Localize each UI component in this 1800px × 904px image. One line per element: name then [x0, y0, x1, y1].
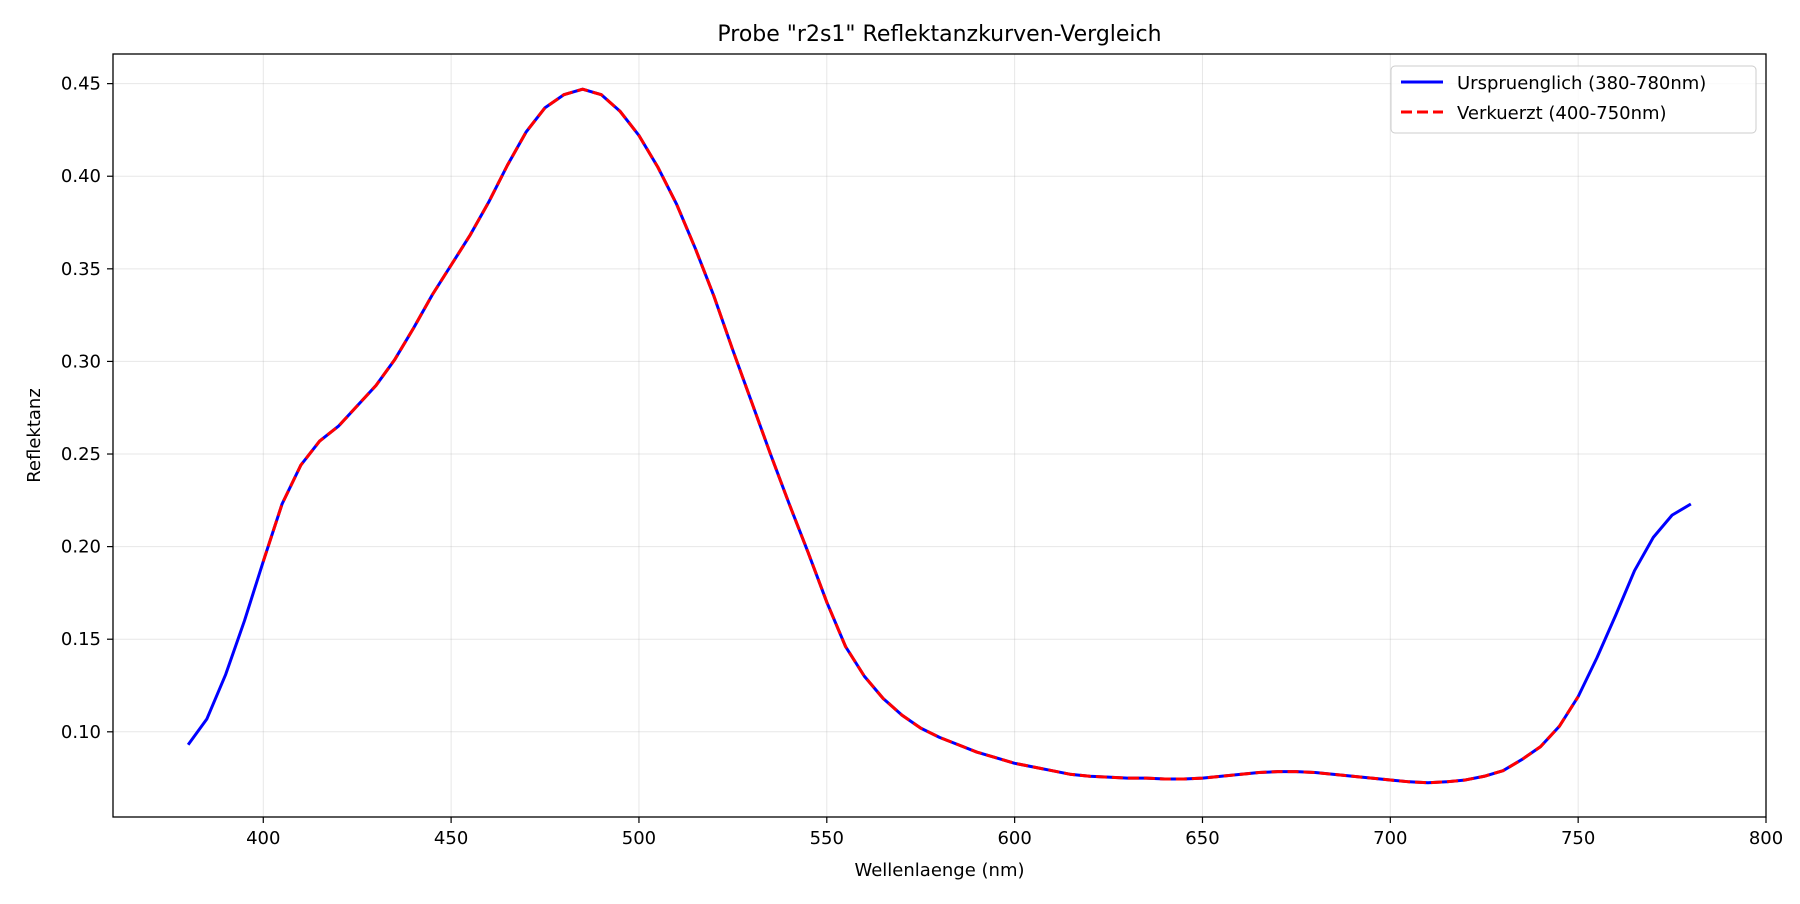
x-tick-label: 550 — [810, 828, 844, 849]
y-tick-label: 0.30 — [61, 351, 101, 372]
x-tick-label: 450 — [434, 828, 468, 849]
grid — [113, 54, 1767, 817]
legend: Urspruenglich (380-780nm) Verkuerzt (400-… — [1390, 65, 1757, 134]
legend-label: Verkuerzt (400-750nm) — [1457, 103, 1667, 124]
x-tick-label: 600 — [997, 828, 1031, 849]
chart-title: Probe "r2s1" Reflektanzkurven-Vergleich — [717, 22, 1161, 47]
x-tick-label: 750 — [1561, 828, 1595, 849]
ticks: 400 450 500 550 600 650 700 750 800 0.10 0.15 0.20 0… — [61, 74, 1783, 849]
x-tick-label: 500 — [622, 828, 656, 849]
y-tick-label: 0.45 — [61, 74, 101, 95]
y-tick-label: 0.25 — [61, 444, 101, 465]
y-tick-label: 0.40 — [61, 166, 101, 187]
y-tick-label: 0.35 — [61, 259, 101, 280]
y-tick-label: 0.20 — [61, 537, 101, 558]
y-tick-label: 0.15 — [61, 629, 101, 650]
x-tick-label: 650 — [1185, 828, 1219, 849]
series-layer — [186, 87, 1692, 785]
x-tick-label: 800 — [1749, 828, 1783, 849]
y-axis-title: Reflektanz — [24, 388, 45, 483]
legend-box — [1390, 65, 1757, 134]
x-tick-label: 400 — [246, 828, 280, 849]
x-axis-title: Wellenlaenge (nm) — [854, 860, 1024, 881]
y-tick-label: 0.10 — [61, 722, 101, 743]
legend-label: Urspruenglich (380-780nm) — [1457, 73, 1706, 94]
plot-frame — [112, 53, 1767, 818]
x-tick-label: 700 — [1373, 828, 1407, 849]
series-line-verkuerzt — [261, 87, 1580, 785]
